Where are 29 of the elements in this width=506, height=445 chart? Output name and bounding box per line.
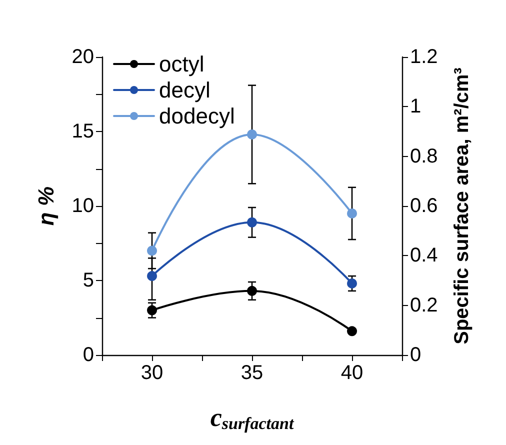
y-tick-label: 15 [72,120,94,142]
y2-tick-label: 0.2 [410,294,438,316]
point [347,278,357,288]
legend-label: dodecyl [159,104,235,128]
y2-tick-label: 0.4 [410,244,438,267]
x-tick-label: 40 [340,362,364,384]
point [147,246,157,256]
point [347,326,357,336]
y2-tick-label: 1.2 [410,46,438,68]
y-tick-label: 0 [82,344,94,366]
y2-tick-label: 0.6 [410,195,438,217]
y-tick-label: 20 [72,46,94,68]
point [247,129,257,140]
legend-label: decyl [159,78,210,102]
point [247,217,257,228]
y-tick-label: 5 [82,270,94,292]
x-tick-label: 35 [240,362,264,384]
point [347,208,357,218]
point [147,305,157,316]
y2-tick-label: 0 [410,344,422,366]
y2-tick-label: 1 [410,96,422,118]
y2-axis-title: Specific surface area, m²/cm³ [451,67,473,344]
x-tick-label: 30 [140,362,164,384]
y-tick-label: 10 [72,195,94,217]
legend-label: octyl [159,52,204,76]
y2-tick-label: 0.8 [410,145,438,168]
point [147,271,157,282]
point [247,286,257,296]
y-axis-title: η % [34,186,58,226]
